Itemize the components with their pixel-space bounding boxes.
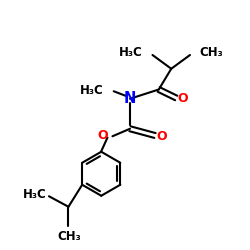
Text: H₃C: H₃C: [23, 188, 47, 201]
Text: CH₃: CH₃: [57, 230, 81, 243]
Text: N: N: [124, 91, 136, 106]
Text: H₃C: H₃C: [119, 46, 143, 59]
Text: H₃C: H₃C: [80, 84, 104, 96]
Text: O: O: [177, 92, 188, 105]
Text: CH₃: CH₃: [200, 46, 223, 59]
Text: O: O: [98, 129, 108, 142]
Text: O: O: [156, 130, 166, 142]
